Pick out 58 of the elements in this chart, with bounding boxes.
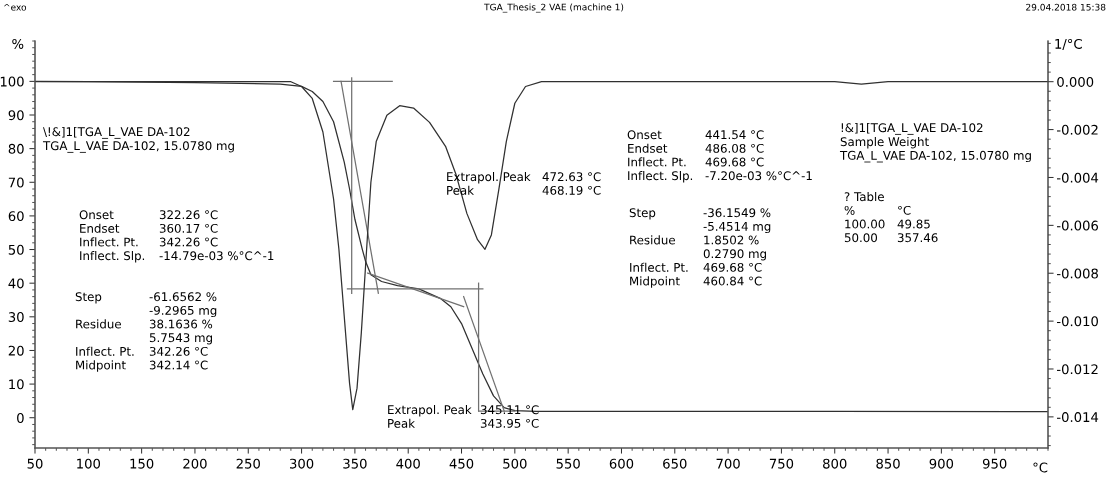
y-tick-label: 10 [9, 379, 24, 390]
y2-tick-label: -0.010 [1056, 316, 1098, 327]
y-tick-label: 20 [8, 345, 24, 356]
y2-tick-label: -0.008 [1056, 268, 1098, 279]
text: Step Residue Inflect. Pt. Midpoint [629, 208, 688, 288]
x-tick-label: 150 [130, 458, 154, 469]
x-axis-title: °C [1033, 462, 1048, 473]
x-tick-label: 100 [77, 458, 101, 469]
annotation: 441.54 °C 486.08 °C 469.68 °C -7.20e-03 %°C^-1 [705, 130, 812, 181]
x-tick-label: 400 [396, 458, 420, 469]
y2-tick-label: -0.014 [1056, 412, 1099, 423]
x-tick-label: 350 [343, 458, 367, 469]
annotation: ? Table % 100.00 50.00 [844, 192, 885, 243]
x-tick-label: 200 [183, 458, 207, 469]
text: 29.04.2018 15:38 [1026, 3, 1106, 11]
y2-tick-label: -0.012 [1056, 364, 1098, 375]
y-tick-label: 40 [8, 278, 24, 289]
text: ^exo [3, 3, 27, 11]
y-tick-label: 30 [8, 312, 24, 323]
y-tick-label: 0 [17, 412, 24, 423]
x-tick-label: 450 [449, 458, 474, 469]
x-tick-label: 550 [556, 458, 580, 469]
y-tick-label: 50 [8, 244, 24, 255]
y2-tick-label: -0.004 [1056, 172, 1099, 183]
y2-tick-label: -0.002 [1056, 124, 1098, 135]
annotation: °C 49.85 357.46 [897, 205, 938, 243]
y2-tick-label: -0.006 [1056, 220, 1099, 231]
x-tick-label: 750 [769, 458, 794, 469]
annotation: -61.6562 % -9.2965 mg 38.1636 % 5.7543 mg 342.26 °C 342.14 °C [149, 292, 217, 370]
y-tick-label: 60 [8, 211, 24, 222]
annotation: Onset Endset Inflect. Pt. Inflect. Slp. [79, 210, 145, 263]
annotation: !&]1[TGA_L_VAE DA-102 Sample Weight TGA_L_VAE DA-102, 15.0780 mg [839, 123, 1031, 163]
annotation: -36.1549 % -5.4514 mg 1.8502 % 0.2790 mg 469.68 °C 460.84 °C [703, 208, 771, 286]
annotation: Onset Endset Inflect. Pt. Inflect. Slp. [627, 130, 693, 183]
y-tick-label: 100 [0, 76, 24, 87]
annotation: 472.63 °C 468.19 °C [542, 172, 601, 195]
x-tick-label: 700 [716, 458, 740, 469]
annotation: 322.26 °C 360.17 °C 342.26 °C -14.79e-03 %°C^-1 [159, 210, 274, 261]
x-tick-label: 50 [27, 458, 43, 469]
x-tick-label: 250 [236, 458, 260, 469]
x-tick-label: 850 [876, 458, 900, 469]
x-tick-label: 800 [823, 458, 847, 469]
annotation: \!&]1[TGA_L_VAE DA-102 TGA_L_VAE DA-102, 15.0780 mg [42, 127, 234, 153]
text: Step Residue Inflect. Pt. Midpoint [75, 292, 134, 372]
x-tick-label: 950 [982, 458, 1007, 469]
x-tick-label: 650 [663, 458, 687, 469]
x-tick-label: 500 [503, 458, 527, 469]
annotation: Extrapol. Peak Peak [388, 405, 472, 428]
x-tick-label: 900 [929, 458, 954, 469]
y2-axis-title: 1/°C [1055, 38, 1082, 50]
x-tick-label: 300 [289, 458, 314, 469]
y-axis-title: % [12, 38, 24, 49]
chart-title: TGA_Thesis_2 VAE (machine 1) [484, 3, 624, 13]
y2-tick-label: 0.000 [1057, 76, 1094, 87]
y-tick-label: 90 [8, 110, 24, 121]
y-tick-label: 70 [8, 177, 24, 188]
y-tick-label: 80 [8, 143, 24, 154]
x-tick-label: 600 [609, 458, 634, 469]
